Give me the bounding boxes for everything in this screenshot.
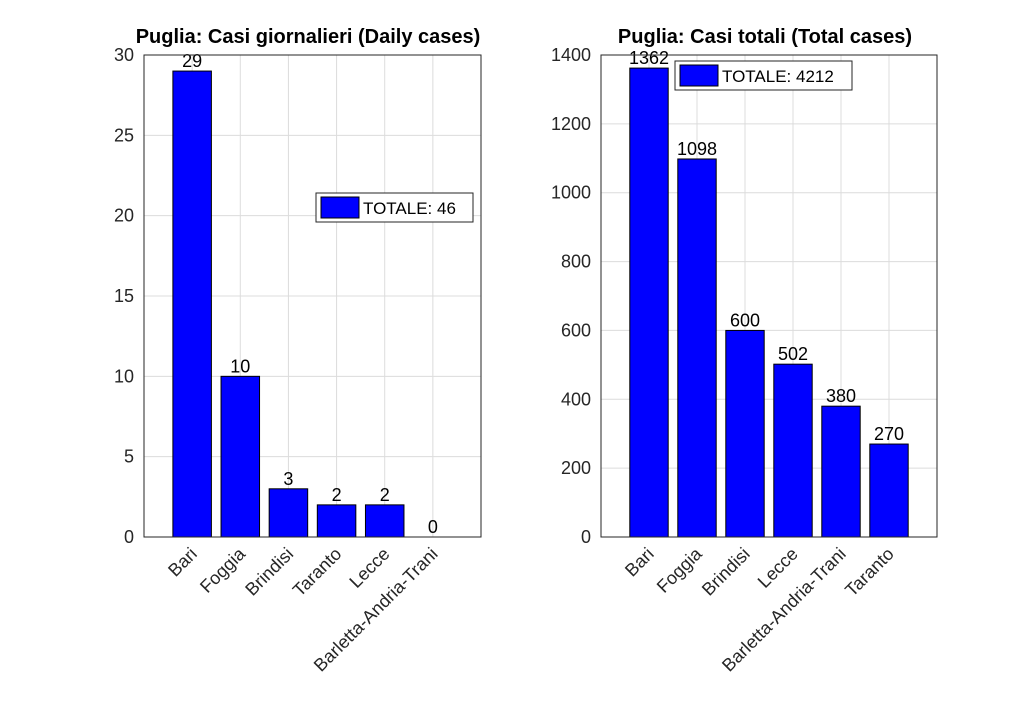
data-label: 380 xyxy=(826,386,856,406)
chart-title: Puglia: Casi giornalieri (Daily cases) xyxy=(136,26,481,48)
y-tick-labels: 0 5 10 15 20 25 30 xyxy=(114,45,134,547)
plot-area-border xyxy=(143,54,482,538)
legend-label: TOTALE: 4212 xyxy=(722,67,834,86)
x-tick-label: Bari xyxy=(621,544,658,581)
y-tick-label: 0 xyxy=(124,527,134,547)
y-tick-label: 15 xyxy=(114,286,134,306)
legend-swatch xyxy=(679,64,719,87)
bar xyxy=(773,363,813,538)
y-tick-label: 30 xyxy=(114,45,134,65)
x-tick-label: Foggia xyxy=(653,543,707,597)
y-tick-label: 0 xyxy=(581,527,591,547)
chart-title: Puglia: Casi totali (Total cases) xyxy=(618,26,912,48)
x-tick-label: Bari xyxy=(164,544,201,581)
y-tick-label: 20 xyxy=(114,206,134,226)
daily-cases-chart: Puglia: Casi giornalieri (Daily cases) 0… xyxy=(114,26,482,676)
bars xyxy=(629,67,909,538)
data-label: 270 xyxy=(874,424,904,444)
bar xyxy=(725,329,765,538)
y-tick-label: 800 xyxy=(561,252,591,272)
bar xyxy=(268,488,309,538)
data-label: 600 xyxy=(730,310,760,330)
legend-swatch xyxy=(320,196,360,219)
x-tick-label: Taranto xyxy=(289,544,346,601)
legend: TOTALE: 46 xyxy=(315,192,474,223)
data-label: 3 xyxy=(283,469,293,489)
bar xyxy=(677,158,717,538)
bar xyxy=(316,504,357,538)
y-tick-label: 200 xyxy=(561,458,591,478)
y-tick-label: 10 xyxy=(114,366,134,386)
data-label: 2 xyxy=(380,485,390,505)
bar xyxy=(220,375,261,538)
y-tick-label: 400 xyxy=(561,389,591,409)
x-tick-label: Brindisi xyxy=(698,544,754,600)
y-tick-label: 25 xyxy=(114,125,134,145)
bar xyxy=(821,405,861,538)
plot-area-border xyxy=(600,54,938,538)
bars xyxy=(172,70,405,538)
y-tick-label: 5 xyxy=(124,447,134,467)
data-label: 1098 xyxy=(677,139,717,159)
bar xyxy=(629,67,669,538)
y-tick-label: 600 xyxy=(561,320,591,340)
bar xyxy=(172,70,212,538)
data-labels: 29 10 3 2 2 0 xyxy=(182,51,438,537)
x-tick-label: Taranto xyxy=(841,544,898,601)
x-tick-label: Foggia xyxy=(196,543,250,597)
data-labels: 1362 1098 600 502 380 270 xyxy=(629,48,904,444)
bar xyxy=(869,443,909,538)
total-cases-chart: Puglia: Casi totali (Total cases) 0 200 40… xyxy=(551,26,938,676)
y-tick-label: 1200 xyxy=(551,114,591,134)
legend-label: TOTALE: 46 xyxy=(363,199,456,218)
data-label: 10 xyxy=(230,356,250,376)
x-tick-label: Brindisi xyxy=(241,544,297,600)
data-label: 0 xyxy=(428,517,438,537)
data-label: 29 xyxy=(182,51,202,71)
data-label: 502 xyxy=(778,344,808,364)
legend: TOTALE: 4212 xyxy=(674,60,853,91)
bar xyxy=(364,504,405,538)
data-label: 1362 xyxy=(629,48,669,68)
data-label: 2 xyxy=(332,485,342,505)
y-tick-label: 1000 xyxy=(551,183,591,203)
y-tick-label: 1400 xyxy=(551,45,591,65)
y-tick-labels: 0 200 400 600 800 1000 1200 1400 xyxy=(551,45,591,547)
